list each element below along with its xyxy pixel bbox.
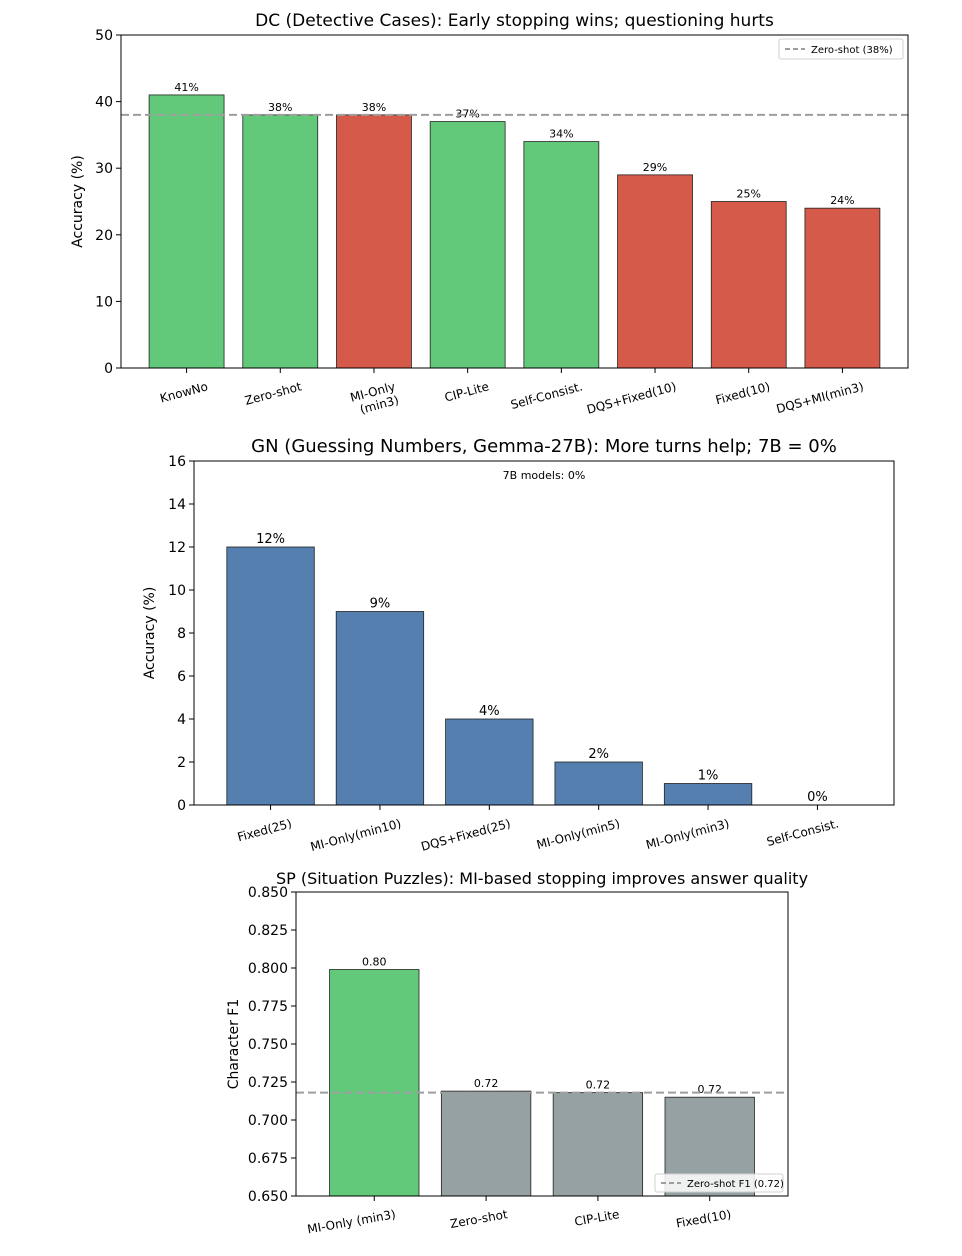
annotation: 7B models: 0% — [503, 469, 586, 482]
x-tick-label: Fixed(10) — [714, 379, 771, 407]
bar — [148, 94, 225, 369]
legend-box — [654, 1173, 784, 1193]
y-tick-label: 0.800 — [248, 961, 288, 977]
bar — [226, 546, 315, 806]
x-tick-label: Fixed(25) — [236, 816, 293, 844]
bar — [804, 207, 881, 369]
x-tick-label: MI-Only (min3) — [306, 1207, 397, 1236]
chart-title: GN (Guessing Numbers, Gemma-27B): More t… — [251, 436, 837, 457]
x-tick-label: DQS+MI(min3) — [775, 379, 865, 416]
value-label: 4% — [479, 704, 500, 719]
y-tick-label: 0.750 — [248, 1037, 288, 1053]
x-tick-label: KnowNo — [158, 379, 209, 405]
y-tick-label: 40 — [95, 95, 113, 111]
legend: Zero-shot (38%) — [778, 38, 904, 60]
chart-2: SP (Situation Puzzles): MI-based stoppin… — [226, 869, 808, 1236]
value-label: 38% — [362, 101, 386, 114]
y-tick-label: 0.650 — [248, 1189, 288, 1205]
bar — [710, 201, 787, 369]
bar — [440, 1090, 532, 1197]
value-label: 38% — [268, 101, 292, 114]
y-tick-label: 0.850 — [248, 885, 288, 901]
chart-1: GN (Guessing Numbers, Gemma-27B): More t… — [142, 436, 895, 854]
value-label: 0.72 — [586, 1079, 611, 1092]
legend-label: Zero-shot (38%) — [811, 45, 893, 56]
x-tick-label: CIP-Lite — [443, 379, 490, 404]
y-tick-label: 0.775 — [248, 999, 288, 1015]
bar — [336, 114, 412, 369]
y-tick-label: 12 — [168, 540, 186, 556]
y-tick-label: 0 — [104, 361, 113, 377]
bar — [617, 174, 693, 369]
x-tick-label: DQS+Fixed(10) — [585, 379, 678, 416]
y-tick-label: 4 — [177, 712, 186, 728]
value-label: 0% — [807, 790, 828, 805]
value-label: 24% — [830, 194, 854, 207]
bar — [445, 718, 534, 806]
value-label: 34% — [549, 128, 573, 141]
bar — [663, 783, 753, 806]
x-tick-label: Zero-shot — [243, 379, 303, 408]
y-tick-label: 0.825 — [248, 923, 288, 939]
value-label: 25% — [736, 188, 760, 201]
bar — [523, 141, 600, 369]
y-tick-label: 0.725 — [248, 1075, 288, 1091]
y-tick-label: 16 — [168, 454, 186, 470]
value-label: 2% — [588, 747, 609, 762]
y-tick-label: 10 — [168, 583, 186, 599]
value-label: 9% — [370, 597, 391, 612]
y-tick-label: 14 — [168, 497, 186, 513]
y-tick-label: 10 — [95, 294, 113, 310]
x-tick-label: MI-Only(min10) — [309, 816, 403, 854]
value-label: 0.72 — [697, 1083, 722, 1096]
y-tick-label: 30 — [95, 161, 113, 177]
value-label: 12% — [256, 532, 285, 547]
x-tick-label: Fixed(10) — [675, 1207, 732, 1230]
y-tick-label: 20 — [95, 228, 113, 244]
bar — [429, 121, 506, 369]
bar — [552, 1092, 644, 1197]
y-tick-label: 0 — [177, 798, 186, 814]
y-axis-label: Character F1 — [226, 999, 242, 1090]
legend-label: Zero-shot F1 (0.72) — [687, 1179, 784, 1190]
y-axis-label: Accuracy (%) — [70, 155, 86, 248]
value-label: 37% — [455, 108, 479, 121]
x-tick-label: Self-Consist. — [765, 816, 840, 849]
chart-title: SP (Situation Puzzles): MI-based stoppin… — [276, 869, 808, 888]
value-label: 29% — [643, 161, 667, 174]
chart-0: DC (Detective Cases): Early stopping win… — [70, 11, 909, 418]
bar — [335, 611, 425, 806]
y-tick-label: 0.700 — [248, 1113, 288, 1129]
y-axis-label: Accuracy (%) — [142, 587, 158, 680]
bar — [329, 969, 420, 1197]
x-tick-label: MI-Only(min3) — [349, 379, 401, 418]
legend: Zero-shot F1 (0.72) — [654, 1173, 784, 1193]
x-tick-label: MI-Only(min3) — [644, 816, 730, 852]
bar — [242, 114, 319, 369]
x-tick-label: MI-Only(min5) — [535, 816, 621, 852]
x-tick-label: Zero-shot — [449, 1207, 509, 1231]
chart-title: DC (Detective Cases): Early stopping win… — [255, 11, 774, 31]
y-tick-label: 50 — [95, 28, 113, 44]
x-tick-label: CIP-Lite — [573, 1207, 620, 1229]
legend-box — [778, 38, 904, 60]
x-tick-label: Self-Consist. — [509, 379, 584, 412]
value-label: 1% — [698, 769, 719, 784]
y-tick-label: 0.675 — [248, 1151, 288, 1167]
y-tick-label: 8 — [177, 626, 186, 642]
x-tick-label: DQS+Fixed(25) — [420, 816, 513, 853]
value-label: 0.80 — [362, 956, 387, 969]
axes-frame — [120, 34, 909, 369]
y-tick-label: 6 — [177, 669, 186, 685]
y-tick-label: 2 — [177, 755, 186, 771]
bar — [554, 761, 643, 806]
value-label: 0.72 — [474, 1077, 499, 1090]
value-label: 41% — [174, 81, 198, 94]
